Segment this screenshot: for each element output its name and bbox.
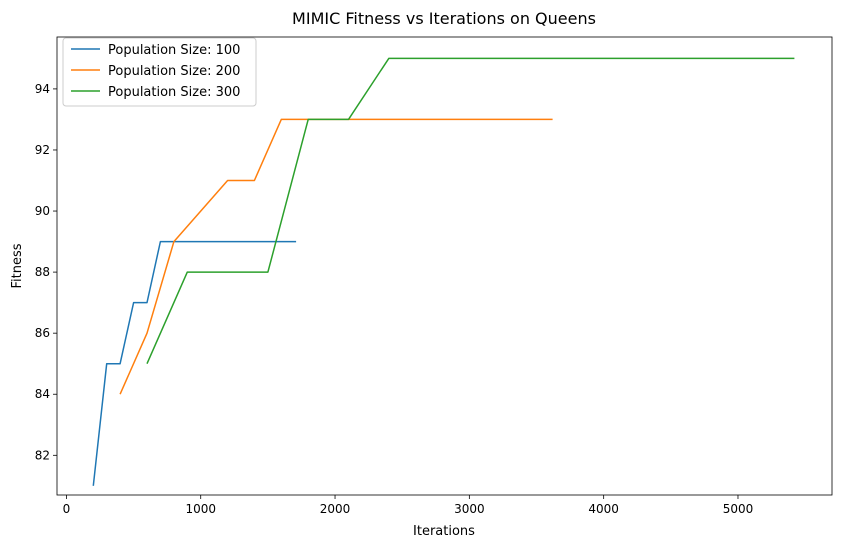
x-axis-label: Iterations: [413, 524, 475, 539]
y-tick-label: 86: [35, 326, 50, 340]
legend-label-2: Population Size: 200: [108, 64, 240, 79]
y-tick-label: 82: [35, 448, 50, 462]
x-tick-label: 2000: [320, 502, 351, 516]
y-tick-label: 92: [35, 143, 50, 157]
x-tick-label: 1000: [185, 502, 216, 516]
plot-area: 0 1000 2000 3000 4000 5000 82 84 86 88 90 92 94: [35, 36, 833, 516]
x-tick-label: 5000: [723, 502, 754, 516]
y-tick-label: 84: [35, 387, 50, 401]
y-tick-label: 94: [35, 82, 50, 96]
y-axis-label: Fitness: [10, 243, 25, 288]
plot-frame: [56, 36, 833, 496]
legend: Population Size: 100 Population Size: 200…: [62, 37, 257, 107]
x-tick-label: 0: [63, 502, 71, 516]
chart-title: MIMIC Fitness vs Iterations on Queens: [292, 9, 596, 28]
legend-label-1: Population Size: 100: [108, 43, 240, 58]
x-tick-label: 3000: [454, 502, 485, 516]
series-line-2: [119, 118, 553, 395]
series-line-1: [92, 240, 297, 486]
series-line-3: [146, 57, 795, 365]
legend-box: [62, 37, 257, 107]
y-tick-label: 88: [35, 265, 50, 279]
legend-label-3: Population Size: 300: [108, 85, 240, 100]
y-tick-label: 90: [35, 204, 50, 218]
x-tick-label: 4000: [588, 502, 619, 516]
